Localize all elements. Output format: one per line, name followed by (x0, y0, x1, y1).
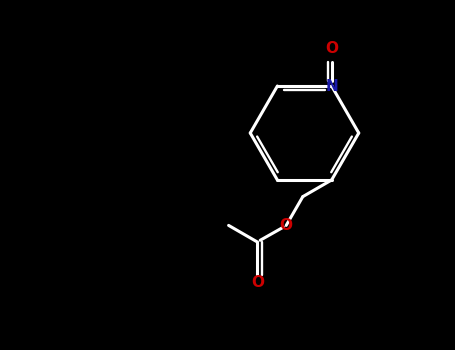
Text: O: O (280, 218, 293, 233)
Text: O: O (251, 275, 264, 290)
Text: O: O (325, 41, 338, 56)
Text: N: N (325, 78, 338, 93)
